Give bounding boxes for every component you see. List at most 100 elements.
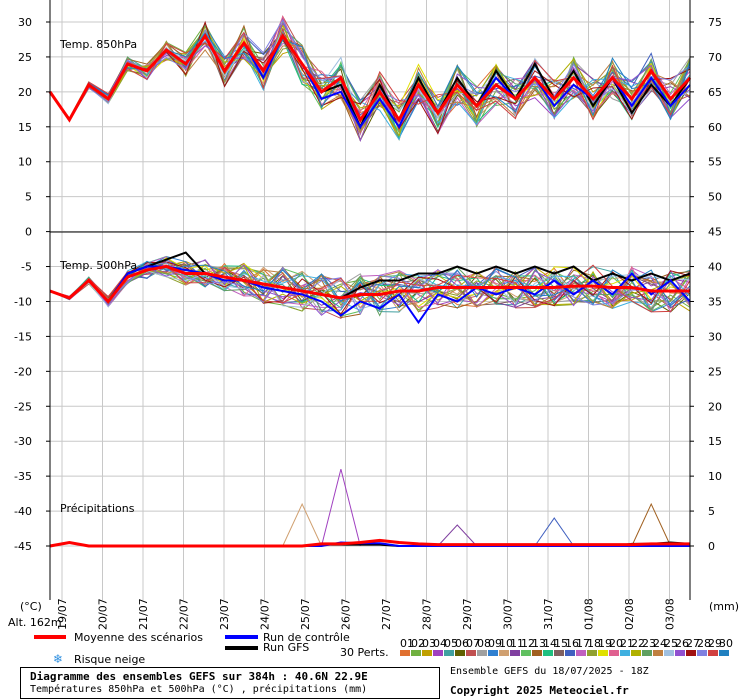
legend-control-label: Run de contrôle xyxy=(263,631,350,644)
perturbation-precip-spike xyxy=(437,524,478,547)
x-date-label: 26/07 xyxy=(340,598,353,630)
perturbation-swatch xyxy=(675,650,685,656)
perturbation-swatch xyxy=(466,650,476,656)
left-tick-label: -20 xyxy=(14,365,32,378)
right-tick-label: 15 xyxy=(708,435,722,448)
perturbation-swatch xyxy=(543,650,553,656)
left-tick-label: -15 xyxy=(14,330,32,343)
legend-snow-label: Risque neige xyxy=(74,653,145,666)
perturbation-swatch xyxy=(433,650,443,656)
series-t500-line xyxy=(49,264,690,304)
perturbation-number: 02 xyxy=(411,637,425,650)
perturbation-legend: 0102030405060708091011121314151617181920… xyxy=(400,637,733,656)
perturbation-number: 13 xyxy=(532,637,546,650)
x-date-label: 23/07 xyxy=(218,598,231,630)
series-t500-line xyxy=(49,251,691,304)
perturbation-number: 30 xyxy=(719,637,733,650)
x-date-label: 22/07 xyxy=(178,598,191,630)
right-tick-label: 20 xyxy=(708,400,722,413)
left-axis-ticks: 30 25 20 15 10 5 0 -5 -10 -15 -20 -25 -30 -35 -40 -45 xyxy=(14,16,50,553)
perturbation-swatch xyxy=(642,650,652,656)
perturbation-swatch xyxy=(664,650,674,656)
perturbation-swatch xyxy=(697,650,707,656)
chart-axes xyxy=(49,0,691,600)
legend-perts-label: 30 Perts. xyxy=(340,646,389,659)
legend-gfs-label: Run GFS xyxy=(263,641,309,654)
x-date-label: 25/07 xyxy=(299,598,312,630)
panel-label-t500: Temp. 500hPa xyxy=(59,259,137,272)
perturbation-swatch xyxy=(444,650,454,656)
perturbation-number: 25 xyxy=(664,637,678,650)
perturbation-swatch xyxy=(532,650,542,656)
perturbation-swatch xyxy=(708,650,718,656)
perturbation-swatch xyxy=(510,650,520,656)
x-date-label: 24/07 xyxy=(259,598,272,630)
perturbation-precip-spike xyxy=(321,469,361,547)
perturbation-number: 15 xyxy=(554,637,568,650)
left-tick-label: -40 xyxy=(14,505,32,518)
perturbation-swatch xyxy=(598,650,608,656)
perturbation-precip-spike xyxy=(534,517,575,547)
footer-title-box: Diagramme des ensembles GEFS sur 384h : … xyxy=(20,667,440,699)
perturbation-number: 21 xyxy=(620,637,634,650)
perturbation-t850-line xyxy=(49,31,691,142)
right-tick-label: 0 xyxy=(708,540,715,553)
footer-title: Diagramme des ensembles GEFS sur 384h : … xyxy=(30,670,368,683)
series-t850-line xyxy=(48,33,692,123)
right-tick-label: 30 xyxy=(708,330,722,343)
perturbation-number: 11 xyxy=(510,637,524,650)
perturbation-number: 19 xyxy=(598,637,612,650)
left-tick-label: -25 xyxy=(14,400,32,413)
perturbation-swatch xyxy=(686,650,696,656)
panel-label-t850: Temp. 850hPa xyxy=(59,38,137,51)
perturbation-t850-line xyxy=(49,19,691,128)
x-date-label: 02/08 xyxy=(623,598,636,630)
perturbation-swatch xyxy=(587,650,597,656)
x-date-label: 28/07 xyxy=(421,598,434,630)
perturbation-number: 05 xyxy=(444,637,458,650)
perturbation-swatch xyxy=(499,650,509,656)
left-tick-label: -35 xyxy=(14,470,32,483)
perturbation-number: 03 xyxy=(422,637,436,650)
perturbation-swatch xyxy=(521,650,531,656)
right-tick-label: 35 xyxy=(708,295,722,308)
x-date-label: 19/07 xyxy=(56,598,69,630)
left-tick-label: -5 xyxy=(21,261,32,274)
right-tick-label: 55 xyxy=(708,156,722,169)
x-date-label: 27/07 xyxy=(380,598,393,630)
unit-right: (mm) xyxy=(709,600,739,613)
perturbation-number: 23 xyxy=(642,637,656,650)
altitude-label: Alt. 162m xyxy=(8,616,62,629)
perturbation-number: 17 xyxy=(576,637,590,650)
perturbation-number: 06 xyxy=(455,637,469,650)
perturbation-number: 24 xyxy=(653,637,667,650)
left-tick-label: 15 xyxy=(18,121,32,134)
perturbation-number: 20 xyxy=(609,637,623,650)
perturbation-t850-line xyxy=(49,29,691,141)
perturbation-number: 22 xyxy=(631,637,645,650)
perturbation-number: 07 xyxy=(466,637,480,650)
perturbation-swatch xyxy=(631,650,641,656)
panel-label-precip: Précipitations xyxy=(60,502,135,515)
unit-left: (°C) xyxy=(20,600,42,613)
perturbation-swatch xyxy=(620,650,630,656)
perturbation-number: 14 xyxy=(543,637,557,650)
right-tick-label: 50 xyxy=(708,191,722,204)
perturbation-swatch xyxy=(400,650,410,656)
right-tick-label: 25 xyxy=(708,365,722,378)
perturbation-number: 04 xyxy=(433,637,447,650)
perturbation-number: 16 xyxy=(565,637,579,650)
right-tick-label: 70 xyxy=(708,51,722,64)
x-date-label: 01/08 xyxy=(583,598,596,630)
legend-mean-label: Moyenne des scénarios xyxy=(74,631,203,644)
x-date-label: 20/07 xyxy=(97,598,110,630)
perturbation-swatch xyxy=(488,650,498,656)
x-date-label: 31/07 xyxy=(542,598,555,630)
perturbation-swatch xyxy=(455,650,465,656)
right-tick-label: 65 xyxy=(708,86,722,99)
left-tick-label: 5 xyxy=(25,191,32,204)
footer-subtitle: Températures 850hPa et 500hPa (°C) , pré… xyxy=(30,684,368,695)
perturbation-number: 09 xyxy=(488,637,502,650)
